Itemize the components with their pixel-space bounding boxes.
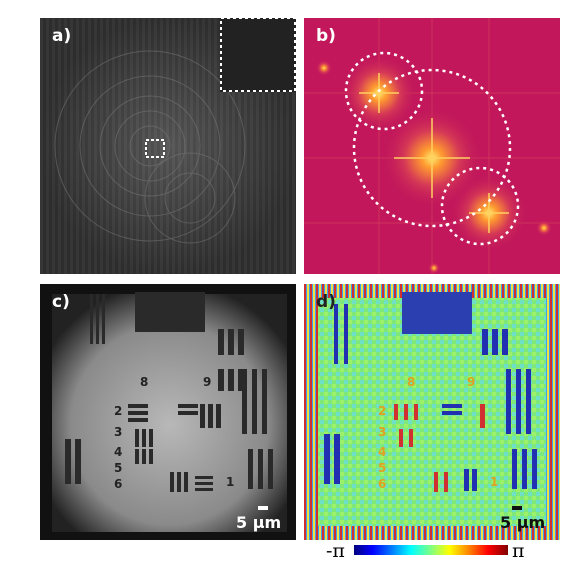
phase-image: 8 9 2 3 4 5 6 1: [304, 284, 560, 540]
zoom-box-large: [220, 18, 296, 92]
element-number-5: 5: [114, 461, 122, 475]
phase-element-number-4: 4: [378, 445, 386, 459]
hologram-image: [40, 18, 296, 274]
panel-b-label: b): [316, 26, 336, 46]
panel-a-label: a): [52, 26, 72, 46]
panel-a-hologram: a): [40, 18, 296, 274]
panel-b-fourier: b): [304, 18, 560, 274]
panel-d-label: d): [316, 292, 336, 312]
element-number-1: 1: [226, 475, 234, 489]
phase-group-number-9: 9: [467, 375, 475, 389]
order-circle-bottom-right: [440, 166, 520, 246]
phase-element-number-2: 2: [378, 404, 386, 418]
scale-text-d: 5 µm: [500, 513, 546, 532]
phase-element-number-5: 5: [378, 461, 386, 475]
colorbar-max-label: π: [512, 540, 525, 562]
fourier-spectrum: [304, 18, 560, 274]
phase-element-number-6: 6: [378, 477, 386, 491]
scale-bar-c: [258, 506, 268, 510]
element-number-4: 4: [114, 445, 122, 459]
element-number-2: 2: [114, 404, 122, 418]
group-number-9: 9: [203, 375, 211, 389]
element-number-6: 6: [114, 477, 122, 491]
order-circle-top-left: [344, 51, 424, 131]
colorbar-gradient: [354, 545, 508, 555]
panel-d-phase: 8 9 2 3 4 5 6 1 d) 5 µm: [304, 284, 560, 540]
scale-bar-d: [512, 506, 522, 510]
panel-c-label: c): [52, 292, 70, 312]
order-circle-center: [352, 68, 512, 228]
zoom-box-small: [145, 139, 165, 158]
phase-element-number-3: 3: [378, 425, 386, 439]
scale-text-c: 5 µm: [236, 513, 282, 532]
group-number-8: 8: [140, 375, 148, 389]
phase-element-number-1: 1: [490, 475, 498, 489]
amplitude-image: 8 9 2 3 4 5 6 1: [40, 284, 296, 540]
phase-group-number-8: 8: [407, 375, 415, 389]
colorbar-min-label: -π: [326, 540, 345, 562]
element-number-3: 3: [114, 425, 122, 439]
panel-c-amplitude: 8 9 2 3 4 5 6 1 c) 5 µm: [40, 284, 296, 540]
phase-colorbar: -π π: [318, 540, 548, 562]
